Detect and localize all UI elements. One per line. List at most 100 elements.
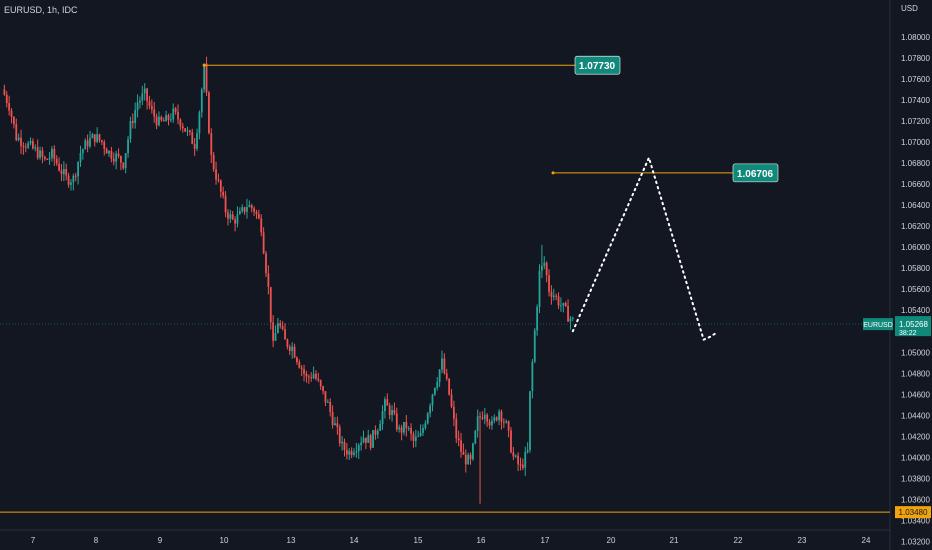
candle-body: [369, 435, 372, 448]
price-axis-tick: 1.03800: [901, 474, 930, 483]
price-axis-tick: 1.06200: [901, 222, 930, 231]
candle-body: [150, 105, 153, 110]
candle-body: [464, 454, 467, 465]
candle-body: [462, 451, 465, 455]
price-axis-tick: 1.07800: [901, 54, 930, 63]
candle-body: [293, 346, 296, 358]
price-axis-tick: 1.05000: [901, 348, 930, 357]
candle-body: [443, 358, 446, 374]
price-axis-tick: 1.04800: [901, 369, 930, 378]
support-price-tag: [895, 506, 931, 519]
candle-body: [165, 115, 168, 122]
candle-body: [246, 206, 248, 212]
candle-body: [400, 427, 403, 433]
candle-body: [143, 88, 146, 94]
price-axis-tick: 1.04400: [901, 411, 930, 420]
candle-body: [193, 144, 196, 149]
candle-body: [248, 205, 251, 207]
candle-body: [322, 386, 324, 392]
candle-body: [48, 157, 51, 160]
candle-body: [319, 380, 322, 387]
candle-body: [372, 430, 374, 448]
support-price-label: 1.03480: [899, 508, 928, 517]
candle-body: [422, 428, 424, 433]
candle-body: [403, 421, 405, 433]
candle-body: [341, 441, 344, 444]
candle-body: [429, 405, 432, 414]
candle-body: [89, 138, 91, 147]
candle-body: [32, 141, 34, 149]
candle-body: [460, 440, 462, 452]
candle-body: [17, 137, 20, 141]
candle-body: [345, 449, 348, 455]
time-axis-tick: 22: [734, 536, 743, 545]
candle-body: [177, 111, 179, 120]
candle-body: [134, 110, 137, 123]
candle-body: [562, 303, 565, 306]
candle-body: [315, 373, 317, 379]
candle-body: [498, 411, 500, 421]
candle-body: [388, 405, 391, 416]
candle-body: [364, 437, 367, 443]
candle-body: [483, 414, 486, 419]
candle-body: [410, 427, 412, 434]
price-axis-tick: 1.07200: [901, 117, 930, 126]
symbol-tag: [863, 318, 893, 331]
candle-body: [495, 417, 498, 421]
forecast-path: [571, 154, 717, 342]
candle-body: [5, 94, 8, 104]
candle-body: [84, 140, 87, 150]
level-label-box: [732, 163, 779, 183]
candle-body: [81, 149, 84, 154]
candle-body: [407, 427, 410, 429]
candle-body: [276, 323, 279, 334]
candle-body: [120, 156, 122, 163]
time-axis-tick: 10: [220, 536, 229, 545]
candle-body: [231, 214, 234, 220]
candle-body: [205, 63, 208, 93]
candle-body: [517, 455, 520, 465]
candle-body: [215, 169, 217, 180]
candle-body: [491, 420, 493, 426]
candle-body: [200, 89, 203, 113]
candle-body: [502, 421, 505, 423]
candle-body: [564, 303, 567, 306]
candle-body: [438, 369, 441, 382]
candle-body: [3, 89, 6, 95]
candle-body: [353, 452, 355, 455]
candle-body: [51, 148, 53, 158]
candle-body: [153, 109, 156, 117]
candle-body: [431, 394, 434, 406]
time-axis-tick: 24: [862, 536, 871, 545]
candle-body: [188, 130, 191, 133]
time-axis-tick: 20: [607, 536, 616, 545]
candle-body: [222, 191, 225, 196]
candle-body: [381, 411, 384, 425]
candle-body: [467, 454, 470, 465]
time-axis-tick: 16: [477, 536, 486, 545]
price-axis-tick: 1.04000: [901, 453, 930, 462]
candle-body: [108, 150, 110, 154]
candle-body: [414, 436, 417, 441]
candle-body: [543, 262, 546, 266]
candle-body: [155, 116, 158, 126]
candle-body: [379, 424, 382, 431]
candle-body: [41, 150, 44, 157]
candle-body: [20, 137, 22, 146]
candle-body: [146, 88, 148, 102]
candle-body: [488, 421, 491, 426]
candle-body: [127, 139, 129, 154]
candle-body: [386, 399, 389, 406]
candle-body: [524, 452, 527, 468]
candle-body: [538, 270, 541, 307]
candle-body: [105, 148, 108, 154]
candle-body: [191, 132, 194, 145]
candle-body: [510, 430, 512, 453]
price-axis-tick: 1.05400: [901, 306, 930, 315]
candle-body: [288, 346, 291, 351]
candle-body: [58, 163, 60, 171]
candle-body: [15, 124, 18, 141]
candle-body: [481, 417, 484, 419]
candle-body: [103, 142, 106, 149]
